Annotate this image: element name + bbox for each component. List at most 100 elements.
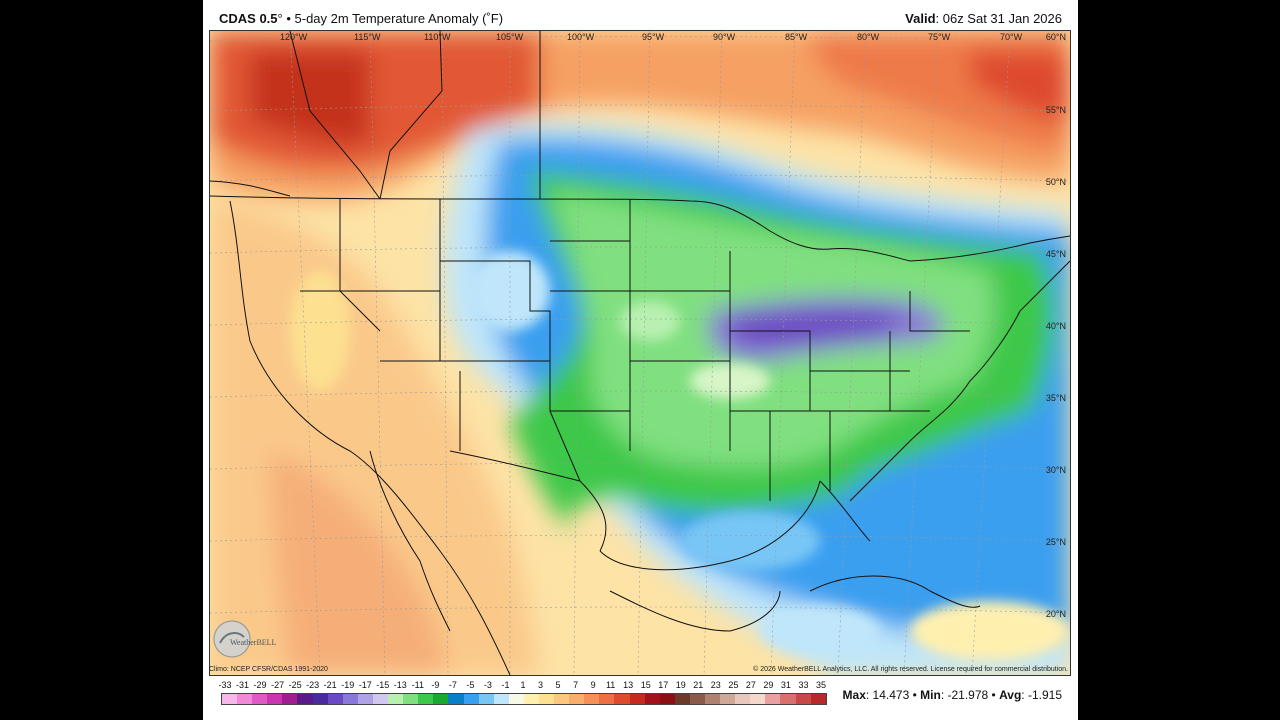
political-boundaries — [210, 31, 1070, 675]
avg-value: : -1.915 — [1021, 688, 1062, 702]
colorbar-swatch — [674, 694, 690, 704]
colorbar-label: 3 — [538, 680, 544, 690]
colorbar-label: 7 — [573, 680, 579, 690]
colorbar-label: -23 — [306, 680, 320, 690]
colorbar-swatch — [554, 694, 570, 704]
colorbar-swatch — [614, 694, 630, 704]
colorbar-swatch — [252, 694, 268, 704]
colorbar-label: -27 — [271, 680, 285, 690]
longitude-labels: 120°W 115°W 110°W 105°W 100°W 95°W 90°W … — [280, 32, 1023, 42]
weatherbell-logo: WeatherBELL — [213, 620, 277, 658]
lon-label: 110°W — [424, 32, 451, 42]
colorbar-swatch — [584, 694, 600, 704]
colorbar-swatch — [297, 694, 313, 704]
avg-label: Avg — [999, 688, 1022, 702]
lat-label: 35°N — [1046, 393, 1066, 403]
colorbar-swatch — [810, 694, 826, 704]
colorbar-label: -33 — [218, 680, 232, 690]
colorbar-label: -31 — [236, 680, 250, 690]
colorbar-swatch — [388, 694, 404, 704]
colorbar-swatch — [689, 694, 705, 704]
colorbar-swatch — [705, 694, 721, 704]
colorbar-label: 15 — [640, 680, 651, 690]
lon-label: 115°W — [354, 32, 381, 42]
colorbar-label: -7 — [448, 680, 457, 690]
lon-label: 85°W — [785, 32, 808, 42]
map-frame: CDAS 0.5° • 5-day 2m Temperature Anomaly… — [203, 0, 1078, 720]
map-header: CDAS 0.5° • 5-day 2m Temperature Anomaly… — [203, 8, 1078, 30]
colorbar-swatch — [538, 694, 555, 704]
product-name: 5-day 2m Temperature Anomaly (˚F) — [294, 11, 504, 26]
min-value: : -21.978 — [940, 688, 989, 702]
min-label: Min — [920, 688, 941, 702]
graticule — [210, 31, 1070, 675]
colorbar-label: 19 — [675, 680, 686, 690]
colorbar-label: -5 — [466, 680, 475, 690]
lon-label: 120°W — [280, 32, 308, 42]
colorbar-label: -15 — [376, 680, 390, 690]
colorbar-label: -25 — [288, 680, 302, 690]
colorbar-label: 9 — [590, 680, 596, 690]
colorbar-swatch — [569, 694, 585, 704]
lon-label: 80°W — [857, 32, 880, 42]
lon-label: 75°W — [928, 32, 951, 42]
colorbar-swatch — [599, 694, 615, 704]
lat-label: 60°N — [1046, 32, 1066, 42]
lon-label: 70°W — [1000, 32, 1023, 42]
colorbar-label: -19 — [341, 680, 355, 690]
colorbar-swatch — [478, 694, 494, 704]
lat-label: 55°N — [1046, 105, 1066, 115]
lat-label: 25°N — [1046, 537, 1066, 547]
colorbar-label: -29 — [253, 680, 267, 690]
colorbar-label: -9 — [431, 680, 440, 690]
degree-symbol: ° — [277, 11, 283, 26]
colorbar-swatch — [403, 694, 419, 704]
colorbar-label: -17 — [358, 680, 372, 690]
colorbar-swatch — [418, 694, 434, 704]
colorbar-swatch — [659, 694, 675, 704]
colorbar-swatch — [267, 694, 283, 704]
model-name: CDAS 0.5 — [219, 11, 278, 26]
colorbar-swatch — [448, 694, 464, 704]
colorbar-label: 1 — [520, 680, 526, 690]
colorbar-label: 33 — [798, 680, 809, 690]
colorbar-swatch — [735, 694, 751, 704]
latitude-labels: 60°N 55°N 50°N 45°N 40°N 35°N 30°N 25°N … — [1046, 32, 1066, 619]
lon-label: 105°W — [496, 32, 524, 42]
colorbar-swatch — [342, 694, 358, 704]
colorbar-legend: -33 -31 -29 -27 -25 -23 -21 -19 -17 -15 -13 -11 -9 -7… — [215, 680, 833, 710]
colorbar-swatch — [780, 694, 796, 704]
map-canvas: 120°W 115°W 110°W 105°W 100°W 95°W 90°W … — [210, 31, 1070, 675]
colorbar-swatch — [372, 694, 389, 704]
title-separator: • — [282, 11, 295, 26]
max-label: Max — [842, 688, 866, 702]
lat-label: 30°N — [1046, 465, 1066, 475]
colorbar-label: 17 — [658, 680, 669, 690]
colorbar-label: -1 — [501, 680, 510, 690]
lon-label: 100°W — [567, 32, 595, 42]
colorbar-label: -13 — [393, 680, 407, 690]
colorbar-label: 27 — [745, 680, 756, 690]
lon-label: 90°W — [713, 32, 736, 42]
valid-label: Valid — [905, 11, 936, 26]
valid-time: Valid: 06z Sat 31 Jan 2026 — [905, 11, 1062, 26]
colorbar-swatch — [629, 694, 645, 704]
colorbar-swatch — [795, 694, 811, 704]
colorbar-swatch — [282, 694, 298, 704]
colorbar-label: 11 — [605, 680, 616, 690]
field-statistics: Max: 14.473 • Min: -21.978 • Avg: -1.915 — [843, 688, 1062, 702]
colorbar-swatch — [508, 694, 524, 704]
colorbar-swatch — [765, 694, 781, 704]
colorbar-label: -21 — [323, 680, 337, 690]
colorbar-label: 35 — [815, 680, 827, 690]
colorbar-label: -11 — [411, 680, 424, 690]
lat-label: 40°N — [1046, 321, 1066, 331]
colorbar-label: 23 — [710, 680, 721, 690]
colorbar-swatch — [523, 694, 539, 704]
colorbar-labels: -33 -31 -29 -27 -25 -23 -21 -19 -17 -15 -13 -11 -9 -7… — [215, 680, 833, 692]
colorbar-label: 5 — [555, 680, 561, 690]
colorbar-swatch — [433, 694, 449, 704]
lat-label: 20°N — [1046, 609, 1066, 619]
colorbar-swatch — [222, 694, 238, 704]
colorbar-scale — [221, 693, 827, 705]
